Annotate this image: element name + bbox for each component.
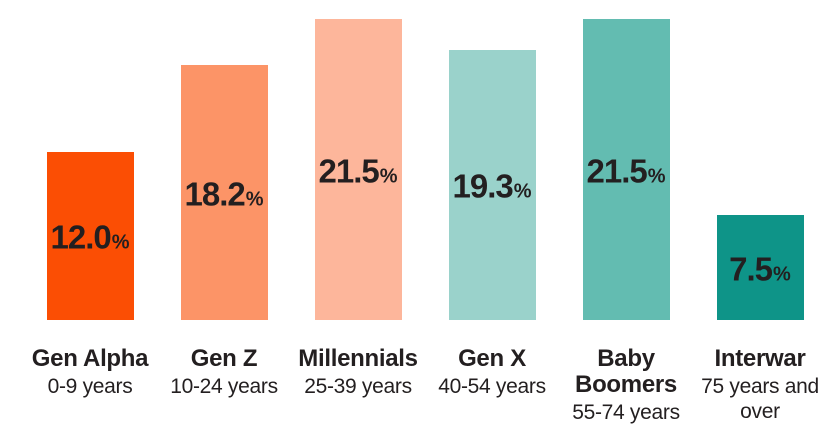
bar-age-label: 10-24 years [170,375,278,398]
bar-name-label: Interwar [714,345,806,372]
bar-label-block: Gen Z 10-24 years [157,346,291,399]
bar-gen-x: 19.3% [448,50,536,320]
bar-name-label: Gen X [458,345,526,372]
bar-value-number: 7.5 [729,250,773,288]
bar-name-label: Gen Z [190,345,258,372]
bar-value-label: 21.5% [583,152,670,190]
bar-interwar: 7.5% [716,215,804,320]
bar-label-block: Gen X 40-54 years [425,346,559,399]
bar-name-label: Baby Boomers [575,345,677,398]
bar-age-label: 25-39 years [304,375,412,398]
bar-age-label: 55-74 years [572,401,680,424]
bar-value-label: 19.3% [449,168,536,206]
bar-value-number: 12.0 [50,218,111,256]
bar-column: 19.3% Gen X 40-54 years [425,0,559,441]
percent-sign: % [513,180,532,203]
bar-column: 21.5% Millennials 25-39 years [291,0,425,441]
bar-label-block: Interwar 75 years and over [693,346,827,424]
bar-label-block: Gen Alpha 0-9 years [23,346,157,399]
bar-column: 7.5% Interwar 75 years and over [693,0,827,441]
bar-gen-alpha: 12.0% [46,152,134,320]
percent-sign: % [245,188,264,211]
bar-value-number: 21.5 [318,152,379,190]
bar-column: 21.5% Baby Boomers 55-74 years [559,0,693,441]
percent-sign: % [647,165,666,188]
bar-value-label: 7.5% [717,250,804,288]
bar-value-number: 18.2 [184,175,245,213]
bar-zone: 19.3% [425,0,559,320]
bar-zone: 12.0% [23,0,157,320]
percent-sign: % [111,231,130,254]
bar-name-label: Gen Alpha [31,345,149,372]
bar-age-label: 0-9 years [47,375,133,398]
bar-value-label: 18.2% [181,175,268,213]
percent-sign: % [379,165,398,188]
bar-value-label: 21.5% [315,152,402,190]
bar-zone: 18.2% [157,0,291,320]
bar-gen-z: 18.2% [180,65,268,320]
bar-value-label: 12.0% [47,219,134,257]
bar-label-block: Baby Boomers 55-74 years [559,346,693,425]
bar-millennials: 21.5% [314,19,402,320]
bar-value-number: 21.5 [586,152,647,190]
bar-age-label: 40-54 years [438,375,546,398]
bar-name-label: Millennials [298,345,418,372]
bar-zone: 21.5% [291,0,425,320]
bar-value-number: 19.3 [452,167,513,205]
bar-column: 12.0% Gen Alpha 0-9 years [23,0,157,441]
percent-sign: % [773,263,791,286]
bar-label-block: Millennials 25-39 years [291,346,425,399]
bar-zone: 7.5% [693,0,827,320]
bar-column: 18.2% Gen Z 10-24 years [157,0,291,441]
bar-age-label: 75 years and over [701,375,819,423]
bar-zone: 21.5% [559,0,693,320]
bar-baby-boomers: 21.5% [582,19,670,320]
